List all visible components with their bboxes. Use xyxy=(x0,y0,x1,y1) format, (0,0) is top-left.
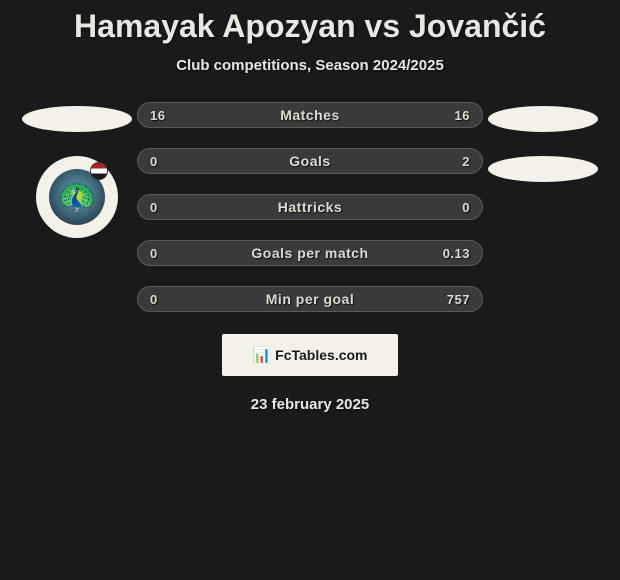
stat-left-value: 0 xyxy=(150,200,158,215)
stat-bar-matches: 16 Matches 16 xyxy=(137,102,483,128)
stat-right-value: 0.13 xyxy=(443,246,470,261)
page-subtitle: Club competitions, Season 2024/2025 xyxy=(0,57,620,74)
stat-right-value: 0 xyxy=(462,200,470,215)
right-player-col xyxy=(483,102,603,182)
stat-right-value: 757 xyxy=(447,292,470,307)
stat-left-value: 16 xyxy=(150,108,165,123)
chart-icon: 📊 xyxy=(252,346,271,364)
stat-bar-goals-per-match: 0 Goals per match 0.13 xyxy=(137,240,483,266)
stat-bar-min-per-goal: 0 Min per goal 757 xyxy=(137,286,483,312)
player-photo-placeholder xyxy=(488,106,598,132)
stat-left-value: 0 xyxy=(150,246,158,261)
stat-right-value: 16 xyxy=(455,108,470,123)
stat-label: Min per goal xyxy=(266,291,354,307)
stat-bar-goals: 0 Goals 2 xyxy=(137,148,483,174)
snapshot-date: 23 february 2025 xyxy=(0,396,620,413)
page-title: Hamayak Apozyan vs Jovančić xyxy=(0,8,620,45)
brand-text: FcTables.com xyxy=(275,347,367,363)
stat-label: Goals xyxy=(289,153,330,169)
stat-label: Hattricks xyxy=(278,199,342,215)
comparison-row: 🦚 16 Matches 16 0 Goals 2 0 Hattricks 0 xyxy=(0,102,620,312)
stat-right-value: 2 xyxy=(462,154,470,169)
flag-icon xyxy=(90,162,108,180)
stat-left-value: 0 xyxy=(150,292,158,307)
stat-left-value: 0 xyxy=(150,154,158,169)
club-badge-placeholder xyxy=(488,156,598,182)
stat-label: Matches xyxy=(280,107,340,123)
player-photo-placeholder xyxy=(22,106,132,132)
comparison-widget: Hamayak Apozyan vs Jovančić Club competi… xyxy=(0,0,620,413)
stat-bar-hattricks: 0 Hattricks 0 xyxy=(137,194,483,220)
brand-badge[interactable]: 📊 FcTables.com xyxy=(222,334,398,376)
left-player-col: 🦚 xyxy=(17,102,137,238)
stats-column: 16 Matches 16 0 Goals 2 0 Hattricks 0 0 … xyxy=(137,102,483,312)
peacock-icon: 🦚 xyxy=(58,180,95,215)
club-badge-left: 🦚 xyxy=(36,156,118,238)
stat-label: Goals per match xyxy=(251,245,368,261)
